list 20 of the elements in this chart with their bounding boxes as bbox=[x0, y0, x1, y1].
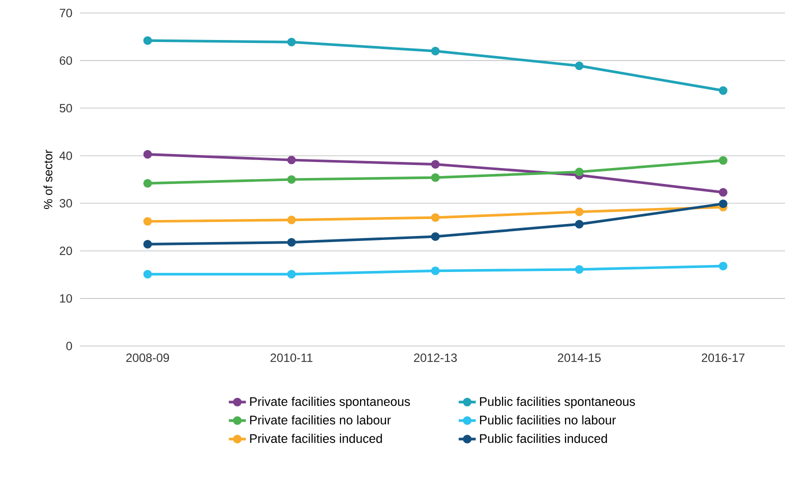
legend-label: Private facilities induced bbox=[250, 434, 382, 443]
legend-label: Public facilities spontaneous bbox=[480, 396, 635, 408]
y-tick-label: 40 bbox=[59, 151, 72, 160]
y-tick-label: 50 bbox=[60, 104, 72, 112]
x-tick-label: 2008-09 bbox=[126, 354, 169, 362]
y-tick-label: 60 bbox=[60, 56, 72, 65]
legend-label: Private facilities spontaneous bbox=[250, 396, 410, 408]
y-tick-label: 0 bbox=[66, 342, 72, 350]
x-tick-label: 2014-15 bbox=[558, 354, 601, 362]
legend-label: Public facilities induced bbox=[480, 434, 607, 443]
y-axis-title: % of sector bbox=[44, 150, 52, 209]
x-tick-label: 2016-17 bbox=[702, 354, 744, 362]
y-tick-label: 20 bbox=[60, 246, 72, 256]
y-tick-label: 30 bbox=[60, 199, 72, 208]
y-tick-label: 10 bbox=[60, 294, 72, 303]
x-tick-label: 2010-11 bbox=[270, 354, 312, 362]
legend-label: Private facilities no labour bbox=[250, 415, 391, 424]
y-tick-label: 70 bbox=[60, 8, 72, 18]
legend-label: Public facilities no labour bbox=[480, 415, 616, 424]
x-tick-label: 2012-13 bbox=[414, 354, 457, 362]
